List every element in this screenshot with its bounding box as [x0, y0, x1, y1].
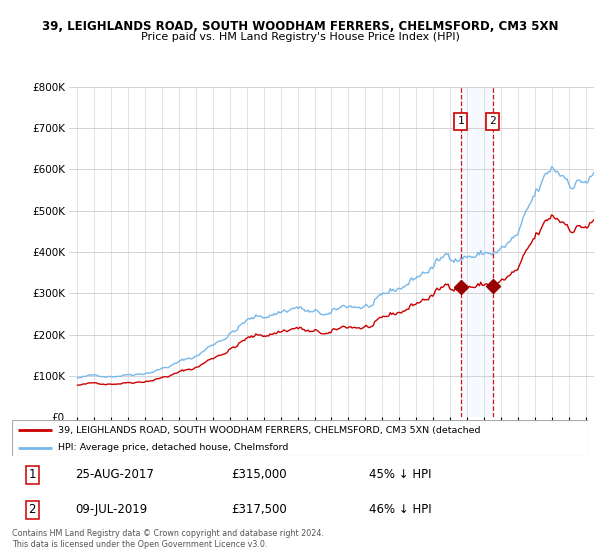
Text: 09-JUL-2019: 09-JUL-2019: [76, 503, 148, 516]
Text: 2: 2: [28, 503, 36, 516]
Text: Price paid vs. HM Land Registry's House Price Index (HPI): Price paid vs. HM Land Registry's House …: [140, 32, 460, 43]
Text: £317,500: £317,500: [231, 503, 287, 516]
Text: HPI: Average price, detached house, Chelmsford: HPI: Average price, detached house, Chel…: [58, 443, 289, 452]
Text: 1: 1: [28, 468, 36, 481]
Text: Contains HM Land Registry data © Crown copyright and database right 2024.
This d: Contains HM Land Registry data © Crown c…: [12, 529, 324, 549]
Text: 39, LEIGHLANDS ROAD, SOUTH WOODHAM FERRERS, CHELMSFORD, CM3 5XN (detached: 39, LEIGHLANDS ROAD, SOUTH WOODHAM FERRE…: [58, 426, 481, 435]
Text: 25-AUG-2017: 25-AUG-2017: [76, 468, 154, 481]
FancyBboxPatch shape: [12, 420, 588, 456]
Text: 45% ↓ HPI: 45% ↓ HPI: [369, 468, 431, 481]
Text: 2: 2: [490, 116, 496, 127]
Text: £315,000: £315,000: [231, 468, 287, 481]
Text: 1: 1: [458, 116, 464, 127]
Text: 39, LEIGHLANDS ROAD, SOUTH WOODHAM FERRERS, CHELMSFORD, CM3 5XN: 39, LEIGHLANDS ROAD, SOUTH WOODHAM FERRE…: [42, 20, 558, 32]
Bar: [461, 87, 493, 417]
Text: 46% ↓ HPI: 46% ↓ HPI: [369, 503, 432, 516]
